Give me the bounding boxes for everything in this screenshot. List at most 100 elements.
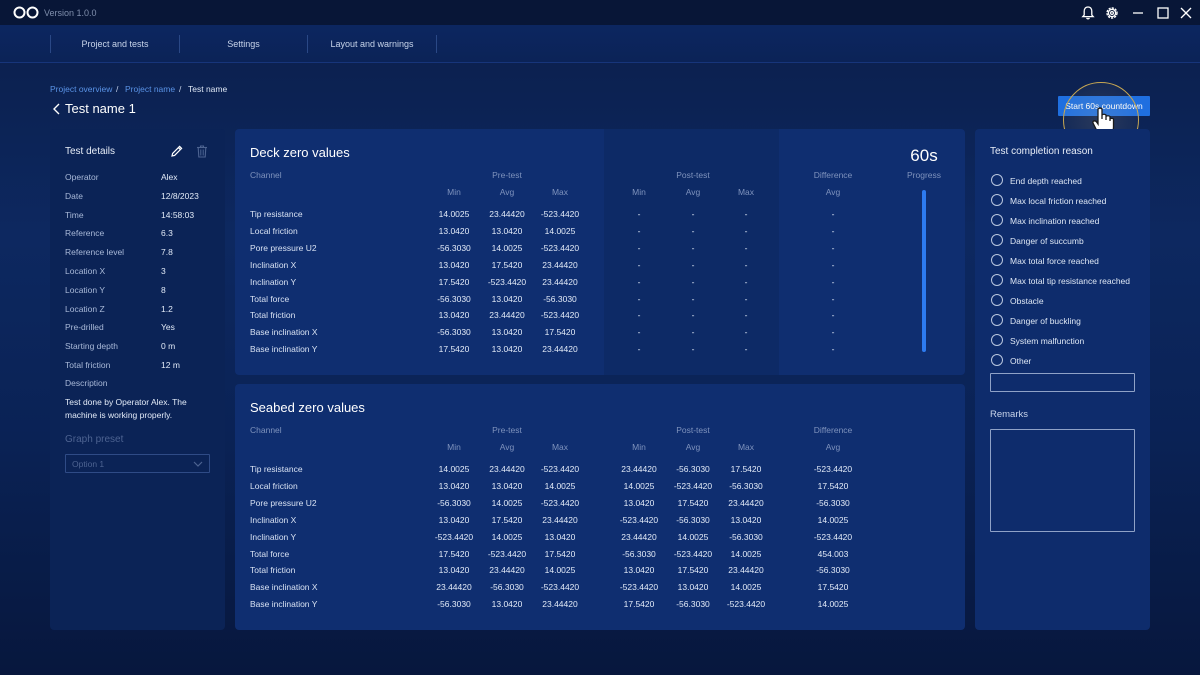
detail-label: Pre-drilled	[65, 322, 104, 333]
completion-reason-option[interactable]: Danger of succumb	[990, 234, 1140, 248]
completion-reason-option[interactable]: System malfunction	[990, 334, 1140, 348]
radio-button[interactable]	[991, 194, 1003, 206]
completion-reason-option[interactable]: Other	[990, 354, 1140, 368]
difference-cell: -	[831, 225, 835, 236]
radio-button[interactable]	[991, 234, 1003, 246]
radio-button[interactable]	[991, 174, 1003, 186]
tab-layout-and-warnings[interactable]: Layout and warnings	[330, 39, 414, 49]
difference-cell: -	[831, 310, 835, 321]
pre-test-cell: -56.3030	[437, 293, 471, 304]
pre-avg-header: Avg	[499, 187, 515, 197]
radio-button[interactable]	[991, 274, 1003, 286]
pre-test-cell: 23.44420	[542, 514, 578, 525]
graph-preset-select[interactable]: Option 1	[65, 454, 210, 473]
post-test-cell: 17.5420	[677, 565, 709, 576]
post-test-cell: -	[691, 327, 695, 338]
test-details-title: Test details	[65, 146, 116, 157]
pre-test-cell: 13.0420	[438, 565, 470, 576]
title-bar: Version 1.0.0	[0, 0, 1200, 25]
pre-test-cell: -56.3030	[543, 293, 577, 304]
pre-test-cell: 23.44420	[489, 565, 525, 576]
post-test-cell: -56.3030	[676, 514, 710, 525]
pre-test-cell: 14.0025	[544, 480, 576, 491]
description-label: Description	[65, 378, 108, 388]
radio-button[interactable]	[991, 314, 1003, 326]
completion-reason-option[interactable]: Max inclination reached	[990, 214, 1140, 228]
post-test-cell: -	[637, 276, 641, 287]
post-test-cell: 13.0420	[730, 514, 762, 525]
breadcrumb-project-name[interactable]: Project name	[125, 84, 176, 94]
completion-reason-option[interactable]: Max local friction reached	[990, 194, 1140, 208]
post-test-cell: -	[744, 310, 748, 321]
pre-test-cell: -56.3030	[437, 497, 471, 508]
gear-icon[interactable]	[1104, 5, 1120, 21]
back-chevron-icon[interactable]	[52, 103, 62, 115]
post-test-cell: -	[637, 293, 641, 304]
difference-cell: -	[831, 259, 835, 270]
radio-button[interactable]	[991, 294, 1003, 306]
pre-test-cell: -523.4420	[540, 464, 580, 474]
difference-cell: -	[831, 276, 835, 287]
completion-reason-option[interactable]: Obstacle	[990, 294, 1140, 308]
remarks-textarea[interactable]	[990, 429, 1135, 532]
pre-test-cell: 13.0420	[491, 480, 523, 491]
pre-test-cell: 17.5420	[544, 548, 576, 559]
breadcrumb-project-overview[interactable]: Project overview	[50, 84, 113, 94]
pre-test-cell: 23.44420	[436, 582, 472, 593]
pre-test-cell: 13.0420	[491, 327, 523, 338]
completion-reason-label: System malfunction	[1010, 336, 1085, 346]
post-test-cell: -56.3030	[676, 464, 710, 474]
seabed-zero-values-panel	[235, 384, 965, 630]
detail-label: Date	[65, 190, 83, 201]
detail-value: 7.8	[161, 247, 173, 258]
detail-value: 14:58:03	[161, 209, 195, 220]
post-test-cell: -	[691, 276, 695, 287]
edit-icon[interactable]	[170, 144, 184, 158]
post-test-cell: -523.4420	[619, 514, 659, 525]
post-test-cell: -523.4420	[673, 548, 713, 559]
pre-test-cell: 23.44420	[489, 310, 525, 321]
hand-cursor-icon	[1092, 107, 1115, 136]
post-test-cell: -523.4420	[619, 582, 659, 593]
post-test-cell: -523.4420	[726, 599, 766, 610]
other-reason-input[interactable]	[990, 373, 1135, 392]
post-test-cell: -	[691, 293, 695, 304]
completion-reason-option[interactable]: Max total tip resistance reached	[990, 274, 1140, 288]
close-icon[interactable]	[1178, 5, 1194, 21]
maximize-icon[interactable]	[1155, 5, 1171, 21]
detail-label: Location Y	[65, 284, 106, 295]
radio-button[interactable]	[991, 214, 1003, 226]
post-test-cell: -56.3030	[676, 599, 710, 610]
radio-button[interactable]	[991, 354, 1003, 366]
post-min-header: Min	[632, 187, 646, 197]
pre-test-cell: -523.4420	[487, 276, 527, 287]
progress-bar-fill	[922, 190, 926, 352]
completion-reason-option[interactable]: End depth reached	[990, 174, 1140, 188]
channel-name: Total friction	[250, 565, 296, 576]
post-test-column-shade	[604, 129, 779, 375]
tab-settings[interactable]: Settings	[227, 39, 260, 49]
completion-reason-option[interactable]: Max total force reached	[990, 254, 1140, 268]
completion-reason-option[interactable]: Danger of buckling	[990, 314, 1140, 328]
channel-name: Local friction	[250, 225, 298, 236]
difference-cell: 17.5420	[817, 480, 849, 491]
radio-button[interactable]	[991, 334, 1003, 346]
pre-test-cell: 14.0025	[491, 497, 523, 508]
pre-test-cell: 13.0420	[438, 514, 470, 525]
channel-name: Pore pressure U2	[250, 497, 317, 508]
pre-test-cell: 14.0025	[438, 209, 470, 219]
pre-test-cell: 13.0420	[438, 225, 470, 236]
bell-icon[interactable]	[1080, 5, 1096, 21]
post-test-cell: -	[691, 225, 695, 236]
delete-icon[interactable]	[196, 145, 208, 158]
detail-label: Reference	[65, 228, 105, 239]
radio-button[interactable]	[991, 254, 1003, 266]
pre-test-cell: 13.0420	[491, 344, 523, 355]
channel-name: Base inclination X	[250, 582, 318, 593]
app-logo-icon	[13, 6, 39, 19]
channel-name: Base inclination X	[250, 327, 318, 338]
breadcrumb-separator: /	[179, 84, 182, 94]
minimize-icon[interactable]	[1130, 5, 1146, 21]
tab-project-and-tests[interactable]: Project and tests	[81, 39, 149, 49]
pre-test-cell: 14.0025	[438, 464, 470, 474]
